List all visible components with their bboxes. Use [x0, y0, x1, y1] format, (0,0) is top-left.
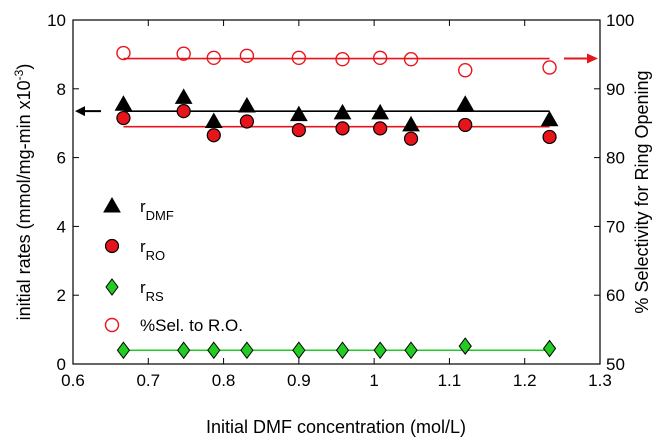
data-point-sel-to-r-o [176, 46, 191, 61]
legend-label: rRO [140, 237, 165, 263]
data-point-r-ro [403, 131, 419, 146]
data-point-r-ro [542, 129, 557, 145]
x-axis-title: Initial DMF concentration (mol/L) [206, 417, 466, 437]
right-axis-arrow-head [587, 53, 598, 64]
data-point-r-ro [291, 122, 306, 138]
data-point-r-dmf [456, 95, 475, 111]
legend-marker-1 [104, 238, 120, 254]
y2-tick-label: 60 [606, 286, 625, 305]
legend-label-subscript: RO [146, 248, 166, 263]
legend-label-main: r [140, 278, 146, 297]
data-point-sel-to-r-o [458, 63, 473, 78]
y-axis-title: initial rates (mmol/mg-min x10-3) [12, 64, 34, 321]
y-tick-label: 0 [57, 355, 66, 374]
data-point-sel-to-r-o [542, 60, 557, 75]
data-point-sel-to-r-o [239, 48, 255, 63]
legend-label-main: r [140, 237, 146, 256]
data-point-sel-to-r-o [403, 52, 419, 67]
plot-area: 0.6 0.7 0.8 0.9 1 1.1 1.2 1.3 0 2 4 6 8 10 50 60 70 80 90 1… [47, 11, 634, 390]
data-point-r-rs [207, 341, 221, 360]
data-point-r-ro [239, 114, 255, 129]
x-tick-label: 1.1 [438, 371, 462, 390]
data-point-r-dmf [204, 112, 223, 128]
y-axis-title-superscript: -3 [12, 69, 26, 80]
y2-tick-label: 100 [606, 11, 634, 30]
data-point-r-dmf [174, 88, 193, 104]
data-point-r-ro [116, 110, 131, 126]
data-point-r-rs [240, 341, 254, 360]
data-point-sel-to-r-o [206, 50, 221, 66]
data-point-r-ro [206, 128, 221, 143]
data-point-r-rs [404, 341, 418, 360]
data-point-r-rs [292, 341, 306, 360]
y2-tick-label: 80 [606, 149, 625, 168]
data-point-r-ro [373, 121, 388, 136]
x-tick-label: 0.7 [136, 371, 160, 390]
data-point-r-rs [335, 341, 350, 360]
data-point-r-rs [373, 341, 387, 360]
plot-frame [72, 19, 601, 365]
legend-label-main: %Sel. to R.O. [140, 316, 243, 335]
x-tick-label: 1 [369, 371, 378, 390]
y-tick-label: 8 [57, 80, 66, 99]
x-axis-title-group: Initial DMF concentration (mol/L) [206, 417, 466, 437]
legend-marker-2 [105, 278, 119, 296]
data-point-r-rs [542, 339, 557, 358]
data-point-r-rs [116, 341, 131, 360]
data-point-r-dmf [402, 115, 420, 132]
data-point-r-dmf [289, 105, 308, 122]
legend-label-main: r [140, 197, 146, 216]
data-point-r-dmf [238, 96, 256, 113]
x-tick-label: 1.3 [588, 371, 612, 390]
y-axis-title-close: ) [14, 64, 34, 70]
y2-axis-title-group: % Selectivity for Ring Opening [632, 70, 652, 313]
data-point-sel-to-r-o [372, 50, 388, 66]
data-point-r-dmf [371, 103, 390, 120]
y2-tick-label: 70 [606, 217, 625, 236]
data-point-r-rs [177, 341, 191, 360]
data-point-r-ro [458, 117, 473, 133]
y-tick-label: 2 [57, 286, 66, 305]
y2-tick-label: 90 [606, 80, 625, 99]
legend-label: %Sel. to R.O. [140, 316, 243, 335]
x-tick-label: 0.6 [61, 371, 85, 390]
data-point-r-rs [458, 337, 472, 355]
data-point-r-dmf [114, 95, 133, 111]
data-point-r-dmf [540, 110, 559, 127]
data-point-r-ro [335, 121, 350, 136]
y-tick-label: 10 [47, 11, 66, 30]
x-tick-label: 1.2 [513, 371, 537, 390]
data-point-r-ro [176, 104, 191, 119]
legend-label-subscript: RS [146, 289, 164, 304]
data-point-sel-to-r-o [116, 45, 131, 61]
left-axis-arrow-head [75, 106, 85, 117]
x-tick-label: 0.8 [212, 371, 236, 390]
legend-marker-3 [104, 317, 120, 333]
y-tick-label: 6 [57, 149, 66, 168]
y-axis-title-group: initial rates (mmol/mg-min x10-3) [12, 64, 34, 321]
data-point-sel-to-r-o [335, 52, 350, 67]
legend-marker-0 [103, 196, 121, 213]
data-point-r-dmf [333, 103, 352, 120]
y-axis-title-main: initial rates (mmol/mg-min x10 [14, 80, 34, 320]
data-point-sel-to-r-o [291, 50, 307, 66]
y2-axis-title: % Selectivity for Ring Opening [632, 70, 652, 313]
x-tick-label: 0.9 [287, 371, 311, 390]
legend-label: rDMF [140, 197, 174, 223]
y-tick-label: 4 [57, 217, 66, 236]
legend-label: rRS [140, 278, 164, 304]
y2-tick-label: 50 [606, 355, 625, 374]
legend-label-subscript: DMF [146, 208, 174, 223]
